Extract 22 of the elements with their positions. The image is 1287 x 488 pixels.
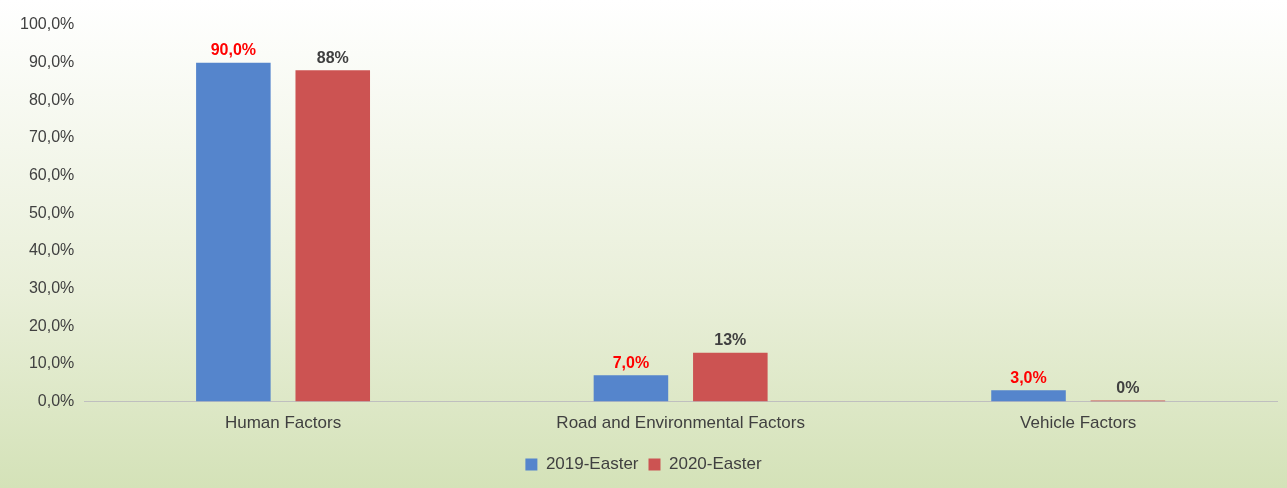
data-label: 0% [1116, 379, 1140, 397]
y-tick-label: 40,0% [28, 241, 75, 259]
y-tick-label: 60,0% [28, 166, 75, 184]
data-label: 3,0% [1010, 368, 1047, 386]
y-tick-label: 90,0% [28, 53, 75, 71]
y-tick-label: 50,0% [28, 203, 75, 221]
y-tick-label: 10,0% [28, 354, 75, 372]
data-label: 7,0% [612, 353, 650, 371]
data-label: 90,0% [210, 41, 257, 59]
x-tick-label: Vehicle Factors [1020, 413, 1137, 433]
data-label: 13% [714, 331, 747, 349]
data-label: 88% [316, 48, 349, 66]
y-tick-label: 0,0% [37, 392, 75, 410]
y-tick-label: 30,0% [28, 279, 75, 297]
y-tick-label: 20,0% [28, 316, 75, 334]
y-tick-label: 100,0% [20, 15, 75, 33]
y-tick-label: 70,0% [28, 128, 75, 146]
x-tick-label: Human Factors [224, 413, 342, 433]
legend-label: 2019-Easter [545, 454, 639, 474]
y-tick-label: 80,0% [28, 90, 75, 108]
legend-label: 2020-Easter [669, 454, 762, 474]
x-tick-label: Road and Environmental Factors [556, 413, 805, 433]
